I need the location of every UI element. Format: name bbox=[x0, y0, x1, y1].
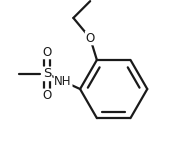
Text: O: O bbox=[43, 46, 52, 59]
Text: O: O bbox=[86, 32, 95, 45]
Text: NH: NH bbox=[54, 75, 72, 88]
Text: O: O bbox=[43, 89, 52, 102]
Text: S: S bbox=[43, 67, 52, 80]
